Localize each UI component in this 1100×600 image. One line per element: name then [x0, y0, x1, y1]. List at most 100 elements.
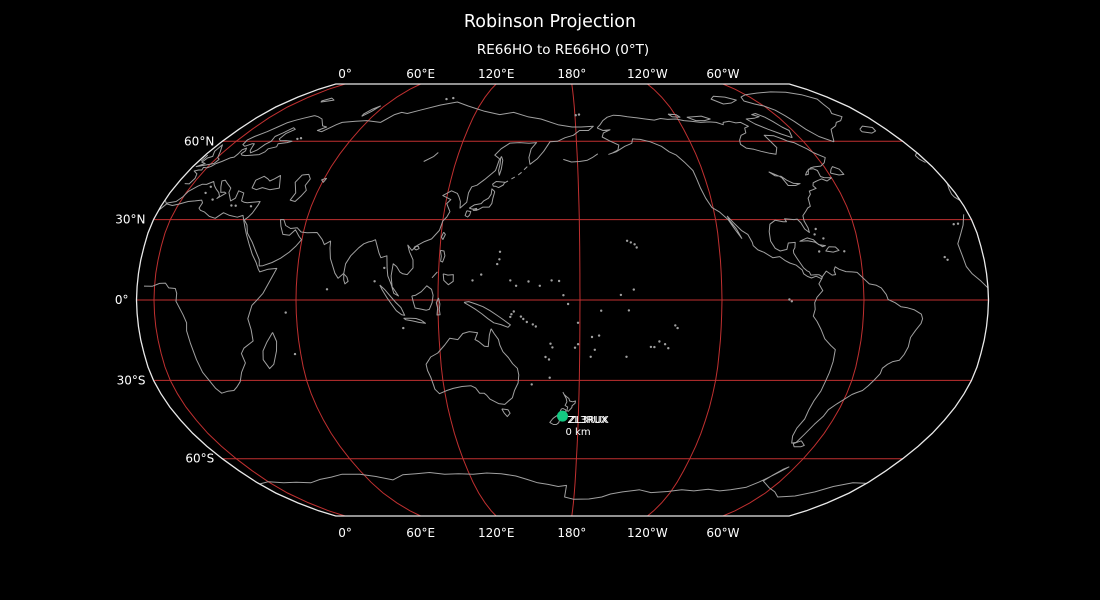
island-dot	[788, 298, 791, 301]
coastline-path	[403, 317, 426, 324]
island-dot	[530, 383, 533, 386]
bottom-meridian-label: 120°E	[478, 526, 515, 540]
island-dot	[813, 233, 816, 236]
coastline-path	[501, 408, 511, 418]
coastline-path	[562, 391, 576, 412]
coastline-path	[523, 166, 528, 171]
left-parallel-label: 30°S	[117, 373, 146, 387]
coastline-path	[498, 156, 504, 176]
station-callsign-label: ZL3RUX	[568, 415, 608, 426]
island-dot	[547, 358, 551, 361]
island-dot	[590, 335, 594, 339]
coastline-path	[143, 199, 989, 394]
island-dot	[509, 279, 512, 282]
station-marker	[557, 410, 568, 422]
coastline-path	[361, 105, 381, 117]
coastline-path	[825, 246, 840, 253]
projection-outline	[135, 83, 990, 517]
meridian-line	[153, 83, 346, 517]
coastline-path	[504, 180, 509, 184]
bottom-meridian-label: 0°	[338, 526, 352, 540]
coastline-path	[431, 271, 438, 279]
top-meridian-label: 120°W	[627, 67, 668, 81]
island-dot	[676, 326, 679, 330]
island-dot	[445, 97, 448, 101]
island-dot	[325, 288, 329, 291]
island-dot	[519, 315, 523, 318]
island-dot	[576, 343, 580, 346]
island-dot	[550, 279, 553, 282]
island-dot	[509, 315, 512, 319]
coastline-path	[262, 332, 278, 370]
island-dot	[663, 343, 667, 346]
island-dot	[514, 284, 518, 287]
meridian-line	[571, 83, 581, 517]
coastline-path	[320, 97, 335, 103]
meridian-line	[722, 83, 865, 517]
island-dot	[584, 416, 587, 419]
coastline-path	[517, 171, 522, 176]
coastline-path	[435, 297, 441, 316]
station-callsign-label-overprint: ZL3RUX	[569, 415, 609, 426]
island-dot	[818, 250, 821, 253]
island-dot	[597, 334, 601, 337]
left-parallel-label: 0°	[115, 293, 129, 307]
island-dot	[452, 96, 455, 100]
island-dot	[296, 137, 299, 141]
island-dot	[625, 239, 629, 242]
island-dot	[814, 227, 817, 231]
coastlines	[143, 91, 989, 500]
left-parallel-label: 60°S	[185, 452, 214, 466]
coastline-path	[289, 173, 311, 202]
island-dot	[498, 250, 502, 253]
island-dot	[843, 250, 846, 253]
island-dot	[571, 416, 575, 419]
coastline-path	[423, 152, 439, 162]
island-dot	[952, 223, 955, 226]
island-dot	[471, 279, 474, 282]
island-dot	[525, 320, 528, 324]
coastline-path	[251, 175, 281, 191]
island-dot	[593, 348, 596, 351]
island-dot	[510, 313, 513, 316]
island-dot	[649, 345, 653, 349]
island-dot	[549, 342, 552, 345]
island-dot	[573, 346, 577, 349]
island-dot	[562, 294, 565, 297]
island-dot	[600, 309, 603, 312]
meridian-line	[647, 83, 723, 517]
island-dot	[538, 284, 541, 287]
island-dot	[576, 321, 580, 324]
island-dot	[522, 317, 525, 321]
island-dot	[667, 347, 670, 350]
island-dot	[230, 204, 233, 207]
island-dot	[299, 137, 303, 140]
island-dot	[956, 222, 960, 225]
island-dot	[204, 191, 207, 195]
coastline-path	[425, 328, 520, 405]
coastline-path	[799, 237, 826, 248]
coastline-path	[411, 285, 434, 311]
coastline-path	[792, 440, 805, 448]
top-meridian-label: 120°E	[478, 67, 515, 81]
coastline-path	[195, 144, 223, 168]
bottom-meridian-label: 180°	[557, 526, 586, 540]
coastline-path	[830, 166, 845, 176]
island-dots	[204, 96, 960, 419]
graticule-lines	[136, 83, 989, 517]
island-dot	[627, 309, 631, 312]
top-meridian-label: 180°	[557, 67, 586, 81]
island-dot	[625, 355, 628, 358]
island-dot	[632, 288, 635, 291]
island-dot	[531, 323, 534, 326]
island-dot	[548, 376, 551, 379]
coastline-path	[710, 95, 737, 105]
bottom-meridian-label: 60°E	[406, 526, 435, 540]
coastline-path	[667, 113, 681, 118]
island-dot	[674, 324, 677, 327]
coastline-path	[740, 91, 843, 143]
island-dot	[619, 293, 623, 297]
coastline-path	[343, 273, 349, 285]
